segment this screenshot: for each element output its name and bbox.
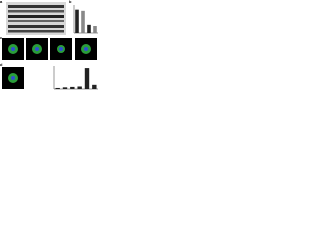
nucleus [35,47,39,51]
bar [62,87,68,89]
blot-band [8,15,64,18]
bar [75,9,79,33]
panel-label: a [0,0,3,4]
panel-label: c [0,35,3,40]
bar [55,87,60,89]
blot-band [8,20,64,22]
blot-band [8,10,64,13]
western-blots [6,2,66,35]
blot-band [8,25,64,28]
nucleus [11,47,15,51]
bar [93,26,97,33]
blot-band [8,30,64,33]
micrographs [2,38,97,89]
nucleus [59,47,63,51]
figure: a b c d [0,0,98,90]
nucleus [11,76,15,80]
bar [70,86,75,89]
blot-band [8,5,64,8]
bar [84,68,90,89]
bar [92,84,97,89]
nucleus [84,47,88,51]
bar [87,24,91,33]
bar [81,10,85,34]
panel-label: b [69,0,72,4]
panel-label: d [0,62,3,67]
bar [77,86,82,89]
